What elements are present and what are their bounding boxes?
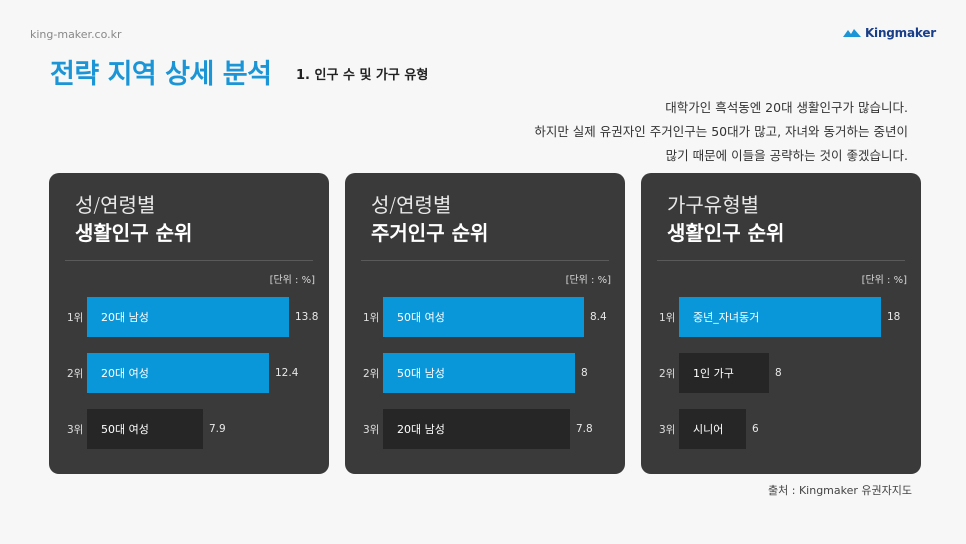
site-url: king-maker.co.kr bbox=[30, 28, 122, 41]
unit-label: [단위 : %] bbox=[861, 275, 907, 286]
category-label: 50대 남성 bbox=[397, 367, 445, 380]
kingmaker-logo-icon bbox=[842, 29, 861, 37]
category-label: 20대 남성 bbox=[397, 423, 445, 436]
value-label: 8 bbox=[581, 367, 588, 379]
panel-title-line1: 성/연령별 bbox=[371, 193, 452, 217]
value-label: 8.4 bbox=[590, 311, 607, 323]
panel-title-line2: 생활인구 순위 bbox=[667, 221, 785, 245]
logo-text: Kingmaker bbox=[864, 26, 936, 40]
source-note: 출처 : Kingmaker 유권자지도 bbox=[768, 484, 912, 497]
bar: 시니어 bbox=[679, 409, 746, 449]
chart-panels: 성/연령별 생활인구 순위 [단위 : %] 1위 20대 남성 13.8 2위 20대… bbox=[49, 173, 921, 474]
chart-panel: 가구유형별 생활인구 순위 [단위 : %] 1위 중년_자녀동거 18 2위 1인 가… bbox=[641, 173, 921, 474]
rank-label: 1위 bbox=[363, 312, 380, 324]
page-title: 전략 지역 상세 분석 bbox=[50, 59, 272, 90]
description-line: 많기 때문에 이들을 공략하는 것이 좋겠습니다. bbox=[665, 148, 908, 163]
divider bbox=[361, 260, 609, 261]
unit-label: [단위 : %] bbox=[269, 275, 315, 286]
bar: 50대 남성 bbox=[383, 353, 575, 393]
value-label: 12.4 bbox=[275, 367, 299, 379]
rank-label: 2위 bbox=[363, 368, 380, 380]
bar-row: 2위 50대 남성 8 bbox=[345, 353, 625, 393]
panel-title-line2: 생활인구 순위 bbox=[75, 221, 193, 245]
chart-panel: 성/연령별 주거인구 순위 [단위 : %] 1위 50대 여성 8.4 2위 50대 … bbox=[345, 173, 625, 474]
bar-row: 3위 20대 남성 7.8 bbox=[345, 409, 625, 449]
bar: 1인 가구 bbox=[679, 353, 769, 393]
bar: 50대 여성 bbox=[87, 409, 203, 449]
rank-label: 2위 bbox=[659, 368, 676, 380]
bar: 중년_자녀동거 bbox=[679, 297, 881, 337]
bar: 20대 여성 bbox=[87, 353, 269, 393]
rank-label: 3위 bbox=[363, 424, 380, 436]
panel-title: 성/연령별 생활인구 순위 bbox=[75, 191, 192, 247]
bar: 20대 남성 bbox=[383, 409, 570, 449]
category-label: 50대 여성 bbox=[397, 311, 445, 324]
bar: 50대 여성 bbox=[383, 297, 584, 337]
logo: Kingmaker bbox=[842, 26, 936, 40]
description: 대학가인 흑석동엔 20대 생활인구가 많습니다. 하지만 실제 유권자인 주거… bbox=[534, 96, 908, 168]
rank-label: 2위 bbox=[67, 368, 84, 380]
bar-row: 2위 1인 가구 8 bbox=[641, 353, 921, 393]
value-label: 7.8 bbox=[576, 423, 593, 435]
category-label: 50대 여성 bbox=[101, 423, 149, 436]
bar-row: 1위 20대 남성 13.8 bbox=[49, 297, 329, 337]
rank-label: 1위 bbox=[67, 312, 84, 324]
panel-title-line2: 주거인구 순위 bbox=[371, 221, 489, 245]
rank-label: 3위 bbox=[659, 424, 676, 436]
value-label: 7.9 bbox=[209, 423, 226, 435]
bar-row: 2위 20대 여성 12.4 bbox=[49, 353, 329, 393]
value-label: 6 bbox=[752, 423, 759, 435]
value-label: 13.8 bbox=[295, 311, 319, 323]
panel-title: 성/연령별 주거인구 순위 bbox=[371, 191, 488, 247]
bar: 20대 남성 bbox=[87, 297, 289, 337]
panel-title-line1: 가구유형별 bbox=[667, 193, 759, 217]
panel-title: 가구유형별 생활인구 순위 bbox=[667, 191, 784, 247]
page-subtitle: 1. 인구 수 및 가구 유형 bbox=[296, 68, 429, 83]
value-label: 8 bbox=[775, 367, 782, 379]
unit-label: [단위 : %] bbox=[565, 275, 611, 286]
bar-row: 1위 50대 여성 8.4 bbox=[345, 297, 625, 337]
value-label: 18 bbox=[887, 311, 901, 323]
description-line: 대학가인 흑석동엔 20대 생활인구가 많습니다. bbox=[665, 100, 908, 115]
category-label: 20대 남성 bbox=[101, 311, 149, 324]
bar-row: 1위 중년_자녀동거 18 bbox=[641, 297, 921, 337]
category-label: 중년_자녀동거 bbox=[693, 311, 760, 324]
category-label: 1인 가구 bbox=[693, 367, 734, 380]
bar-row: 3위 시니어 6 bbox=[641, 409, 921, 449]
bar-row: 3위 50대 여성 7.9 bbox=[49, 409, 329, 449]
rank-label: 1위 bbox=[659, 312, 676, 324]
description-line: 하지만 실제 유권자인 주거인구는 50대가 많고, 자녀와 동거하는 중년이 bbox=[534, 124, 908, 139]
divider bbox=[65, 260, 313, 261]
divider bbox=[657, 260, 905, 261]
panel-title-line1: 성/연령별 bbox=[75, 193, 156, 217]
rank-label: 3위 bbox=[67, 424, 84, 436]
category-label: 20대 여성 bbox=[101, 367, 149, 380]
chart-panel: 성/연령별 생활인구 순위 [단위 : %] 1위 20대 남성 13.8 2위 20대… bbox=[49, 173, 329, 474]
category-label: 시니어 bbox=[693, 423, 724, 436]
